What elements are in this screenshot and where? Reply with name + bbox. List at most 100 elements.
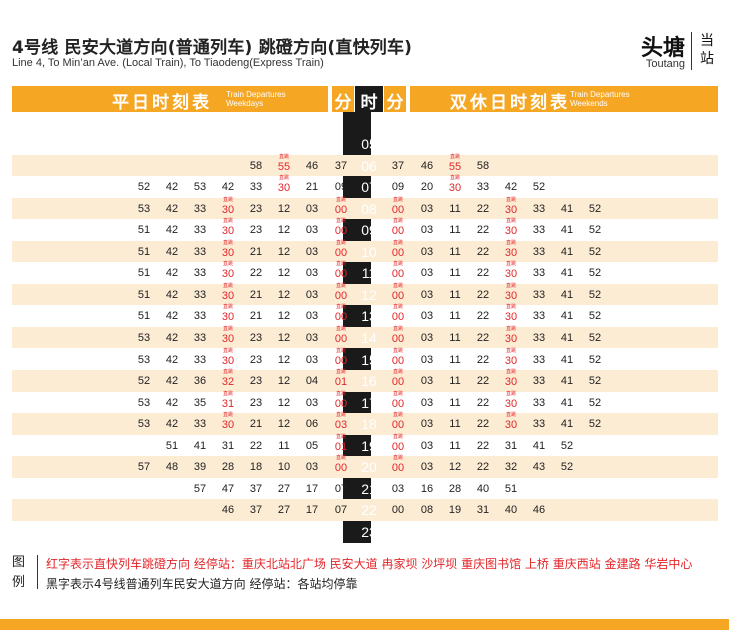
weekday-minute: 27 [277, 504, 291, 517]
hour-label: 06 [361, 157, 377, 174]
weekday-minute: 21 [249, 310, 263, 323]
hour-label: 17 [361, 394, 377, 411]
weekday-express-minute: 30 [216, 197, 240, 216]
weekend-express-minute: 30 [499, 369, 523, 388]
minute-header-right: 分 [384, 86, 406, 113]
bottom-bar [0, 619, 729, 630]
weekend-express-minute: 00 [386, 240, 410, 259]
weekday-minute: 23 [249, 375, 263, 388]
weekday-minute: 21 [249, 245, 263, 258]
weekday-minute: 42 [165, 224, 179, 237]
weekday-minute: 33 [193, 288, 207, 301]
weekend-minute: 03 [391, 482, 405, 495]
weekend-minute: 41 [560, 224, 574, 237]
weekend-minute: 33 [532, 375, 546, 388]
weekday-minute: 42 [165, 353, 179, 366]
timetable-header: 4号线 民安大道方向(普通列车) 跳磴方向(直快列车) Line 4, To M… [0, 0, 729, 84]
weekend-minute: 03 [420, 461, 434, 474]
weekend-minute: 52 [588, 202, 602, 215]
weekend-minute: 03 [420, 224, 434, 237]
legend-label: 图例 [12, 555, 26, 590]
weekday-minute: 23 [249, 224, 263, 237]
weekday-minute: 09 [334, 181, 348, 194]
weekend-minute: 46 [532, 504, 546, 517]
weekend-minute: 33 [532, 418, 546, 431]
weekday-express-minute: 01 [329, 369, 353, 388]
weekend-minute: 31 [476, 504, 490, 517]
weekend-minute: 19 [448, 504, 462, 517]
timetable-row: 18 53 42 33 30 21 12 06 03 00 03 11 22 30 33 41 52 [12, 412, 718, 435]
weekday-minute: 33 [193, 418, 207, 431]
weekend-express-minute: 00 [386, 348, 410, 367]
minute-label-right: 分 [386, 93, 404, 113]
weekday-minute: 17 [305, 482, 319, 495]
weekday-minute: 51 [137, 245, 151, 258]
weekend-minute: 03 [420, 245, 434, 258]
weekday-minute: 04 [305, 375, 319, 388]
current-station-label: 当站 [700, 33, 714, 67]
weekday-express-minute: 00 [329, 283, 353, 302]
weekday-title: 平日时刻表 [112, 93, 212, 113]
weekend-minute: 22 [476, 245, 490, 258]
weekend-minute: 03 [420, 288, 434, 301]
weekday-minute: 03 [305, 353, 319, 366]
weekday-minute: 51 [137, 288, 151, 301]
weekend-minute: 33 [532, 224, 546, 237]
weekend-minute: 22 [476, 331, 490, 344]
weekend-minute: 33 [532, 353, 546, 366]
weekday-express-minute: 30 [216, 412, 240, 431]
weekday-minute: 12 [277, 375, 291, 388]
weekday-minute: 53 [137, 353, 151, 366]
hour-label: 20 [361, 459, 377, 476]
weekday-minute: 03 [305, 288, 319, 301]
weekend-express-minute: 55 [443, 154, 467, 173]
weekday-minute: 28 [221, 461, 235, 474]
hour-label: 09 [361, 222, 377, 239]
hour-label: 13 [361, 308, 377, 325]
weekend-minute: 33 [532, 331, 546, 344]
weekend-minute: 03 [420, 375, 434, 388]
weekend-express-minute: 00 [386, 326, 410, 345]
weekend-minute: 08 [420, 504, 434, 517]
weekend-minute: 22 [476, 461, 490, 474]
weekday-express-minute: 30 [216, 261, 240, 280]
weekday-express-minute: 00 [329, 218, 353, 237]
timetable-row: 08 53 42 33 30 23 12 03 00 00 03 11 22 30 33 41 52 [12, 197, 718, 220]
weekday-minute: 42 [165, 202, 179, 215]
weekday-express-minute: 30 [272, 175, 296, 194]
weekday-express-minute: 00 [329, 326, 353, 345]
weekend-minute: 32 [504, 461, 518, 474]
timetable-row: 17 53 42 35 31 23 12 03 00 00 03 11 22 30 33 41 52 [12, 391, 718, 414]
weekday-minute: 03 [305, 267, 319, 280]
timetable-grid: 0506585546373746555807524253423330210909… [12, 133, 718, 543]
weekend-express-minute: 30 [499, 218, 523, 237]
weekday-minute: 18 [249, 461, 263, 474]
weekday-minute: 42 [165, 375, 179, 388]
line-direction-title: 4号线 民安大道方向(普通列车) 跳磴方向(直快列车) [12, 38, 413, 58]
legend-divider [37, 555, 38, 589]
weekday-minute: 51 [165, 439, 179, 452]
weekend-minute: 11 [449, 375, 461, 388]
weekday-express-minute: 30 [216, 218, 240, 237]
weekday-minute: 12 [277, 202, 291, 215]
weekday-minute: 23 [249, 202, 263, 215]
weekday-express-minute: 00 [329, 197, 353, 216]
timetable-row: 22 46 37 27 17 07 00 08 19 31 40 46 [12, 499, 718, 521]
weekend-express-minute: 00 [386, 455, 410, 474]
weekend-minute: 11 [449, 353, 461, 366]
hour-label: 23 [361, 523, 377, 540]
weekend-minute: 33 [532, 310, 546, 323]
weekday-minute: 23 [249, 396, 263, 409]
weekend-minute: 03 [420, 267, 434, 280]
timetable-row: 09 51 42 33 30 23 12 03 00 00 03 11 22 30 33 41 52 [12, 218, 718, 241]
weekday-minute: 37 [249, 504, 263, 517]
weekday-minute: 39 [193, 461, 207, 474]
weekday-minute: 41 [193, 439, 207, 452]
weekday-minute: 42 [165, 181, 179, 194]
weekend-minute: 52 [588, 267, 602, 280]
weekend-express-minute: 00 [386, 261, 410, 280]
weekday-minute: 03 [305, 310, 319, 323]
weekday-minute: 46 [221, 504, 235, 517]
weekday-minute: 10 [277, 461, 291, 474]
weekend-express-minute: 30 [499, 197, 523, 216]
